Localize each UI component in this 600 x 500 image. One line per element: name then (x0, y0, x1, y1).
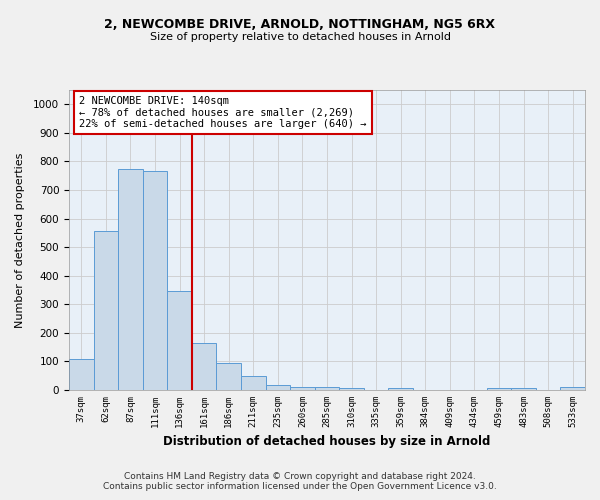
Bar (167, 292, 192, 390)
Text: Contains public sector information licensed under the Open Government Licence v3: Contains public sector information licen… (103, 482, 497, 491)
X-axis label: Distribution of detached houses by size in Arnold: Distribution of detached houses by size … (163, 436, 491, 448)
Bar (69, 358, 94, 390)
Bar (315, 387, 339, 390)
Bar (143, 170, 167, 390)
Bar (511, 388, 536, 390)
Bar (192, 344, 217, 390)
Bar (266, 385, 290, 390)
Bar (290, 386, 315, 390)
Y-axis label: Number of detached properties: Number of detached properties (15, 152, 25, 328)
Text: 2, NEWCOMBE DRIVE, ARNOLD, NOTTINGHAM, NG5 6RX: 2, NEWCOMBE DRIVE, ARNOLD, NOTTINGHAM, N… (104, 18, 496, 30)
Text: Contains HM Land Registry data © Crown copyright and database right 2024.: Contains HM Land Registry data © Crown c… (124, 472, 476, 481)
Bar (118, 168, 143, 390)
Text: Size of property relative to detached houses in Arnold: Size of property relative to detached ho… (149, 32, 451, 42)
Bar (487, 388, 511, 390)
Text: 2 NEWCOMBE DRIVE: 140sqm
← 78% of detached houses are smaller (2,269)
22% of sem: 2 NEWCOMBE DRIVE: 140sqm ← 78% of detach… (79, 96, 367, 129)
Bar (217, 363, 241, 390)
Bar (241, 376, 266, 390)
Bar (560, 387, 585, 390)
Bar (388, 388, 413, 390)
Bar (339, 388, 364, 390)
Bar (94, 232, 118, 390)
